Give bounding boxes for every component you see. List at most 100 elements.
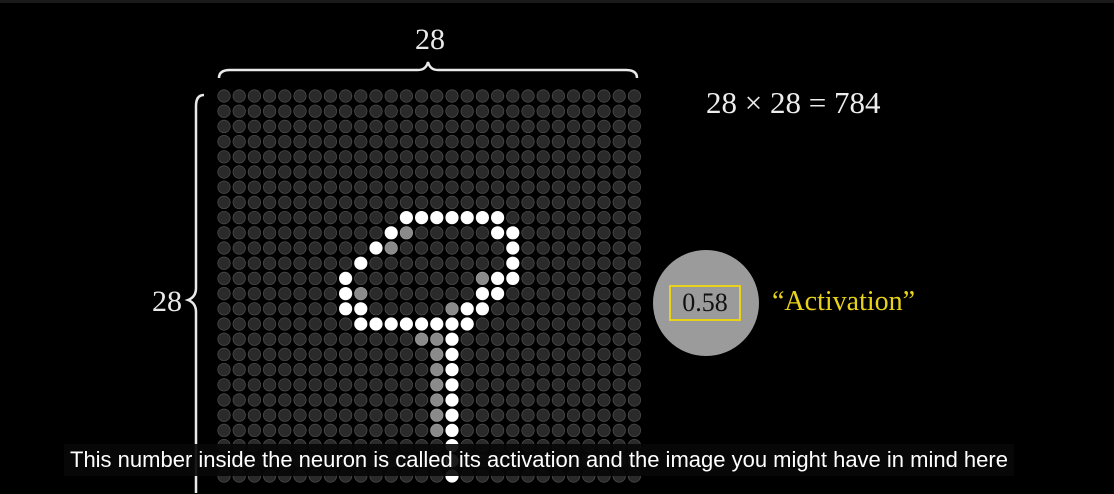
pixel-neuron [536,134,550,149]
pixel-neuron [339,287,353,301]
pixel-neuron [430,317,444,331]
pixel-neuron [247,271,262,285]
pixel-neuron [582,89,596,103]
pixel-neuron [536,332,550,346]
pixel-neuron [612,317,626,331]
pixel-neuron [582,271,596,285]
pixel-neuron [521,332,535,346]
pixel-neuron [627,332,641,346]
pixel-neuron [536,271,550,285]
pixel-neuron [399,378,413,392]
pixel-neuron [582,211,596,225]
pixel-neuron [521,119,535,134]
pixel-neuron [597,378,611,392]
pixel-neuron [536,104,550,118]
pixel-neuron [415,256,429,270]
pixel-neuron [369,408,383,422]
pixel-neuron [582,287,596,301]
pixel-neuron [506,195,520,210]
pixel-neuron [597,211,611,225]
pixel-neuron [399,134,413,149]
pixel-neuron [369,378,383,392]
pixel-neuron [293,165,307,179]
pixel-neuron [262,89,277,103]
pixel-neuron [415,119,429,134]
pixel-neuron-grid [216,88,642,483]
pixel-neuron [521,317,535,331]
pixel-neuron [475,362,489,377]
pixel-neuron [323,317,338,331]
pixel-neuron [475,423,489,437]
pixel-neuron [323,287,338,301]
pixel-neuron [627,89,641,103]
pixel-neuron [247,226,262,240]
pixel-neuron [369,241,383,255]
pixel-neuron [521,362,535,377]
pixel-neuron [460,287,474,301]
pixel-neuron [308,378,322,392]
pixel-neuron [384,89,398,103]
pixel-neuron [506,211,520,225]
pixel-neuron [551,119,565,134]
pixel-neuron [323,150,338,164]
pixel-neuron [232,378,246,392]
pixel-neuron [399,89,413,103]
pixel-neuron [597,317,611,331]
pixel-neuron [262,211,277,225]
pixel-neuron [521,423,535,437]
activation-value: 0.58 [669,285,741,321]
pixel-neuron [445,408,459,422]
pixel-neuron [354,362,368,377]
pixel-neuron [475,150,489,164]
pixel-neuron [612,287,626,301]
pixel-neuron [278,195,292,210]
pixel-neuron [293,393,307,407]
pixel-neuron [536,317,550,331]
pixel-neuron [475,104,489,118]
pixel-neuron [369,89,383,103]
pixel-neuron [262,317,277,331]
pixel-neuron [627,134,641,149]
pixel-neuron [475,347,489,361]
pixel-neuron [612,271,626,285]
pixel-neuron [582,332,596,346]
pixel-neuron [323,165,338,179]
pixel-neuron [262,195,277,210]
pixel-neuron [308,119,322,134]
pixel-neuron [566,378,581,392]
pixel-neuron [415,287,429,301]
pixel-neuron [460,408,474,422]
pixel-neuron [308,180,322,194]
pixel-neuron [551,195,565,210]
pixel-neuron [551,211,565,225]
neuron-grid-svg [217,89,641,483]
pixel-neuron [551,393,565,407]
pixel-neuron [536,393,550,407]
pixel-neuron [278,150,292,164]
pixel-neuron [323,211,338,225]
pixel-neuron [354,104,368,118]
pixel-neuron [536,423,550,437]
pixel-neuron [384,362,398,377]
pixel-neuron [566,165,581,179]
pixel-neuron [612,211,626,225]
pixel-neuron [217,119,231,134]
pixel-neuron [369,347,383,361]
pixel-neuron [232,317,246,331]
pixel-neuron [293,362,307,377]
pixel-neuron [217,195,231,210]
pixel-neuron [384,408,398,422]
pixel-neuron [551,150,565,164]
pixel-neuron [293,150,307,164]
pixel-neuron [597,104,611,118]
pixel-neuron [597,226,611,240]
pixel-neuron [293,134,307,149]
pixel-neuron [293,271,307,285]
pixel-neuron [536,195,550,210]
pixel-neuron [415,271,429,285]
pixel-neuron [323,226,338,240]
pixel-neuron [460,317,474,331]
pixel-neuron [612,195,626,210]
pixel-neuron [232,150,246,164]
pixel-neuron [217,347,231,361]
